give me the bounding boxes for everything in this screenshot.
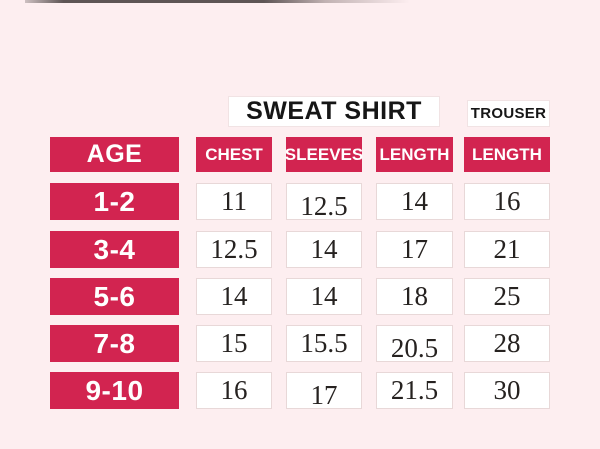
value-cell: 14 [286, 231, 362, 268]
value-cell: 28 [464, 325, 550, 362]
value-cell: 30 [464, 372, 550, 409]
value-cell: 15.5 [286, 325, 362, 362]
column-header-sleeves: SLEEVES [285, 137, 363, 172]
value-cell: 16 [196, 372, 272, 409]
age-cell: 7-8 [50, 325, 179, 362]
cell-value: 30 [493, 375, 521, 405]
trouser-group-label: TROUSER [470, 105, 547, 122]
value-cell: 17 [376, 231, 453, 268]
top-edge-artifact-line [25, 0, 410, 3]
table-header-row: AGE CHEST SLEEVES LENGTH LENGTH [0, 137, 600, 172]
cell-value: 18 [401, 281, 428, 311]
cell-value: 15.5 [300, 328, 348, 358]
cell-value: 14 [310, 281, 338, 311]
cell-value: 16 [220, 375, 248, 405]
cell-value: 17 [310, 380, 338, 410]
table-row: 7-8 15 15.5 20.5 28 [0, 325, 600, 363]
column-header-length: LENGTH [376, 137, 453, 172]
column-header-chest: CHEST [196, 137, 272, 172]
table-row: 3-4 12.5 14 17 21 [0, 231, 600, 268]
table-row: 1-2 11 12.5 14 16 [0, 183, 600, 221]
value-cell: 14 [196, 278, 272, 315]
value-cell: 14 [286, 278, 362, 315]
value-cell: 12.5 [286, 183, 362, 221]
cell-value: 16 [493, 186, 521, 216]
value-cell: 16 [464, 183, 550, 220]
cell-value: 21 [493, 234, 521, 264]
cell-value: 14 [401, 186, 428, 216]
cell-value: 17 [401, 234, 428, 264]
cell-value: 14 [220, 281, 248, 311]
sweatshirt-group-label: SWEAT SHIRT [246, 97, 422, 125]
trouser-group-header: TROUSER [467, 100, 550, 127]
table-row: 9-10 16 17 21.5 30 [0, 372, 600, 410]
cell-value: 11 [221, 186, 247, 216]
cell-value: 12.5 [300, 191, 348, 221]
value-cell: 11 [196, 183, 272, 220]
value-cell: 18 [376, 278, 453, 315]
cell-value: 14 [310, 234, 338, 264]
value-cell: 25 [464, 278, 550, 315]
cell-value: 25 [493, 281, 521, 311]
age-cell: 3-4 [50, 231, 179, 268]
value-cell: 21 [464, 231, 550, 268]
table-row: 5-6 14 14 18 25 [0, 278, 600, 315]
age-cell: 9-10 [50, 372, 179, 409]
column-header-age: AGE [50, 137, 179, 172]
cell-value: 20.5 [390, 333, 439, 363]
cell-value: 15 [220, 328, 248, 358]
cell-value: 12.5 [210, 234, 258, 264]
value-cell: 12.5 [196, 231, 272, 268]
value-cell: 15 [196, 325, 272, 362]
cell-value: 28 [493, 328, 521, 358]
cell-value: 21.5 [390, 375, 439, 405]
sweatshirt-group-header: SWEAT SHIRT [228, 96, 440, 127]
age-cell: 5-6 [50, 278, 179, 315]
age-cell: 1-2 [50, 183, 179, 220]
value-cell: 20.5 [376, 325, 453, 363]
column-header-trouser-length: LENGTH [464, 137, 550, 172]
value-cell: 14 [376, 183, 453, 220]
value-cell: 17 [286, 372, 362, 410]
value-cell: 21.5 [376, 372, 453, 409]
